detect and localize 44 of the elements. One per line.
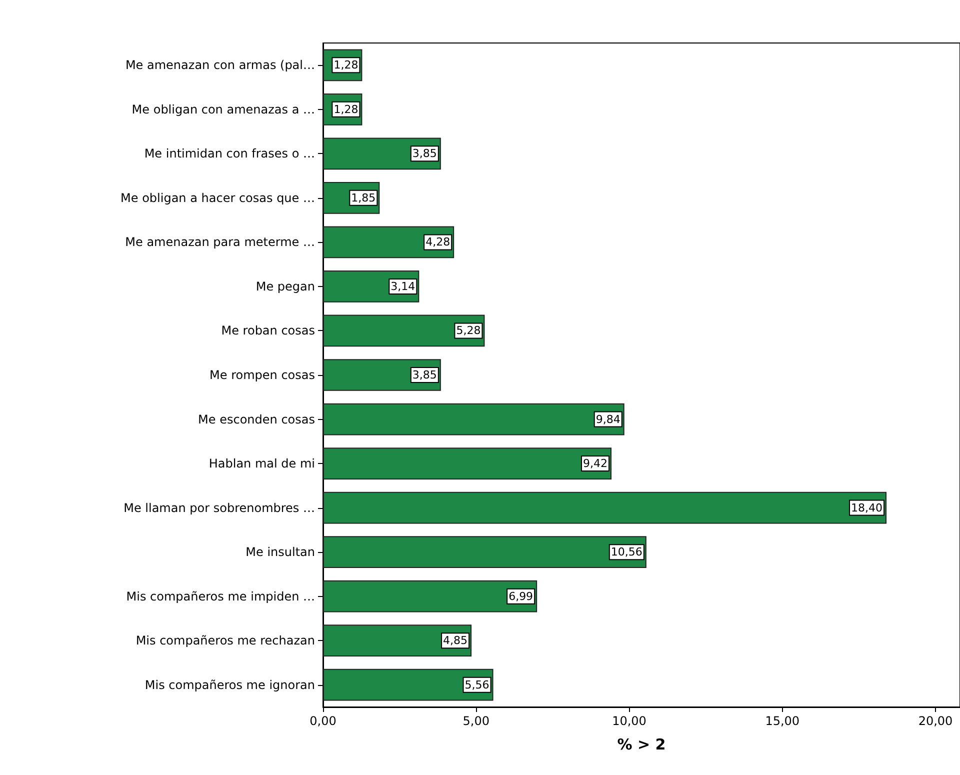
data-label: 9,84 xyxy=(596,412,620,426)
bar xyxy=(323,492,886,524)
bar xyxy=(323,403,624,436)
data-label: 10,56 xyxy=(610,546,642,559)
data-label: 3,14 xyxy=(390,280,416,293)
x-tick-label: 5,00 xyxy=(462,714,490,728)
data-label: 3,85 xyxy=(412,147,437,160)
y-tick-label: Mis compañeros me rechazan xyxy=(136,634,315,648)
y-tick-label: Mis compañeros me impiden … xyxy=(126,589,315,604)
data-label: 4,85 xyxy=(443,634,468,648)
bar xyxy=(323,536,646,568)
data-label: 18,40 xyxy=(851,501,882,514)
y-tick-label: Me rompen cosas xyxy=(210,368,315,382)
y-tick-label: Me llaman por sobrenombres … xyxy=(124,500,315,515)
y-tick-label: Me amenazan con armas (pal… xyxy=(125,58,315,72)
x-tick-label: 10,00 xyxy=(612,714,646,728)
bar xyxy=(323,314,485,347)
y-tick-label: Me obligan a hacer cosas que … xyxy=(120,190,315,205)
y-tick-label: Me obligan con amenazas a … xyxy=(132,102,315,116)
y-tick-label: Me pegan xyxy=(256,279,315,294)
y-tick-label: Me esconden cosas xyxy=(198,412,315,426)
x-tick-label: 20,00 xyxy=(918,714,953,728)
bar xyxy=(323,668,494,701)
x-axis-title: % > 2 xyxy=(617,736,666,754)
y-tick-label: Me insultan xyxy=(246,545,315,560)
x-tick-label: 0,00 xyxy=(310,714,336,728)
y-tick-label: Me roban cosas xyxy=(221,324,315,338)
y-tick-label: Me intimidan con frases o … xyxy=(144,146,315,161)
data-label: 1,28 xyxy=(334,102,358,116)
data-label: 5,28 xyxy=(456,324,481,338)
data-label: 5,56 xyxy=(464,678,490,692)
y-tick-label: Mis compañeros me ignoran xyxy=(144,678,315,692)
data-label: 1,28 xyxy=(334,58,358,72)
y-tick-label: Hablan mal de mi xyxy=(208,456,315,471)
x-tick-label: 15,00 xyxy=(765,714,800,728)
data-label: 9,42 xyxy=(582,457,608,470)
data-label: 6,99 xyxy=(508,590,534,603)
bar xyxy=(323,624,472,657)
data-label: 4,28 xyxy=(426,236,450,249)
y-tick-label: Me amenazan para meterme … xyxy=(125,235,315,250)
bar xyxy=(323,448,612,480)
bar xyxy=(323,580,538,612)
data-label: 1,85 xyxy=(351,191,376,204)
data-label: 3,85 xyxy=(412,368,437,382)
